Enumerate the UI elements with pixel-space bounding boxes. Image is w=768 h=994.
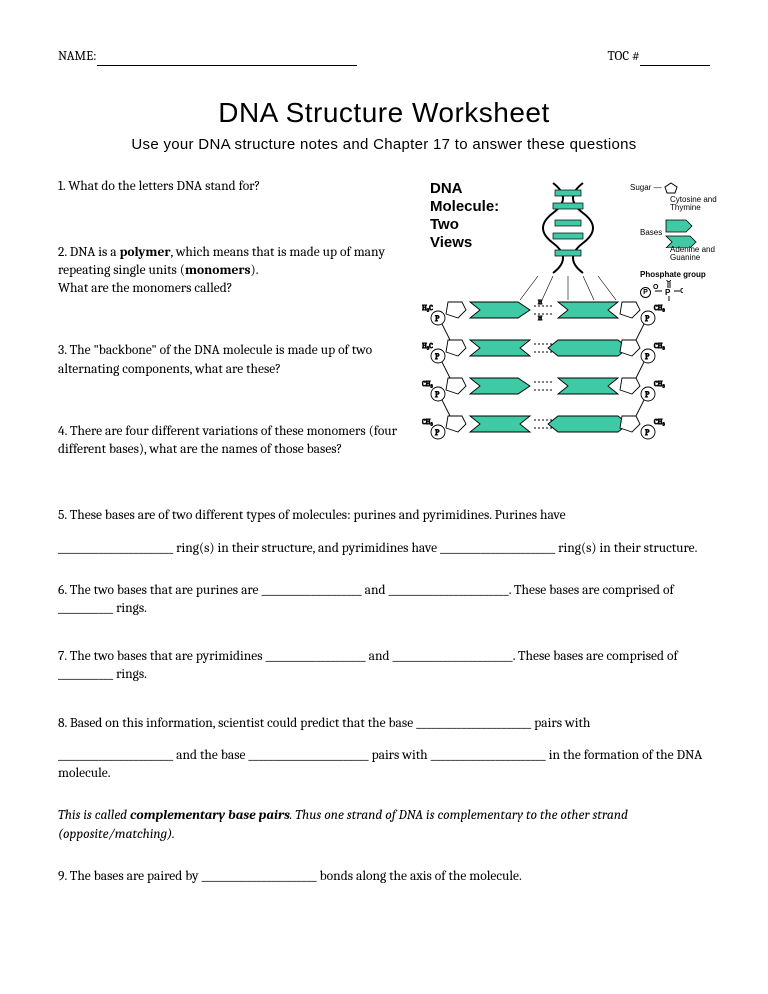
- name-label: NAME:: [58, 49, 97, 64]
- q5-line1: 5. These bases are of two different type…: [58, 507, 710, 525]
- q2-bold-polymer: polymer: [120, 245, 171, 260]
- svg-text:CH₃: CH₃: [422, 418, 434, 426]
- question-4: 4. There are four different variations o…: [58, 423, 416, 459]
- question-2: 2. DNA is a polymer, which means that is…: [58, 244, 416, 299]
- note-a: This is called: [58, 808, 130, 823]
- diagram-title: DNA Molecule: Two Views: [430, 180, 499, 252]
- toc-field[interactable]: TOC #: [607, 48, 710, 66]
- q8-line2: _______________________ and the base ___…: [58, 747, 710, 783]
- svg-text:H: H: [538, 315, 542, 322]
- complementary-note: This is called complementary base pairs.…: [58, 807, 710, 843]
- toc-label: TOC #: [607, 49, 640, 64]
- q2-text-f: What are the monomers called?: [58, 281, 232, 296]
- svg-text:CH₃: CH₃: [654, 380, 666, 388]
- question-6: 6. The two bases that are purines are __…: [58, 582, 710, 618]
- phosphate-label: Phosphate group: [640, 270, 706, 279]
- svg-text:P: P: [435, 352, 440, 361]
- svg-text:O: O: [666, 280, 672, 284]
- q2-bold-monomers: monomers: [185, 263, 251, 278]
- main-title: DNA Structure Worksheet: [58, 94, 710, 132]
- header-row: NAME: TOC #: [58, 48, 710, 66]
- diag-t1: DNA: [430, 180, 463, 197]
- svg-text:H₃C: H₃C: [422, 304, 433, 312]
- svg-text:P: P: [645, 428, 650, 437]
- svg-text:CH₃: CH₃: [422, 380, 434, 388]
- svg-text:CH₃: CH₃: [654, 418, 666, 426]
- bases-label: Bases: [640, 228, 662, 237]
- svg-text:P: P: [435, 314, 440, 323]
- svg-text:H: H: [538, 299, 542, 306]
- diag-t3: Two: [430, 216, 459, 233]
- question-5: 5. These bases are of two different type…: [58, 507, 710, 557]
- svg-text:P: P: [645, 352, 650, 361]
- svg-text:P: P: [645, 314, 650, 323]
- diag-t2: Molecule:: [430, 198, 499, 215]
- question-7: 7. The two bases that are pyrimidines __…: [58, 648, 710, 684]
- question-9: 9. The bases are paired by _____________…: [58, 868, 710, 886]
- helix-icon: [518, 178, 628, 303]
- name-blank[interactable]: [97, 65, 357, 66]
- left-column: 1. What do the letters DNA stand for? 2.…: [58, 178, 416, 480]
- note-b: complementary base pairs: [130, 808, 290, 823]
- toc-blank[interactable]: [640, 65, 710, 66]
- title-block: DNA Structure Worksheet Use your DNA str…: [58, 94, 710, 156]
- legend-cytosine-thymine: Cytosine and Thymine: [670, 196, 720, 214]
- diag-t4: Views: [430, 234, 472, 251]
- legend-adenine-guanine: Adenine and Guanine: [670, 246, 720, 264]
- upper-content: 1. What do the letters DNA stand for? 2.…: [58, 178, 710, 480]
- q2-text-e: ).: [251, 263, 259, 278]
- q2-text-a: 2. DNA is a: [58, 245, 120, 260]
- legend-bases: Bases: [640, 218, 698, 248]
- question-1: 1. What do the letters DNA stand for?: [58, 178, 416, 196]
- subtitle: Use your DNA structure notes and Chapter…: [58, 135, 710, 155]
- svg-text:CH₃: CH₃: [654, 342, 666, 350]
- svg-text:P: P: [435, 428, 440, 437]
- svg-text:H₃C: H₃C: [422, 342, 433, 350]
- svg-text:P: P: [645, 390, 650, 399]
- svg-text:CH₃: CH₃: [654, 304, 666, 312]
- name-field[interactable]: NAME:: [58, 48, 357, 66]
- q5-line2: _______________________ ring(s) in their…: [58, 540, 710, 558]
- dna-diagram: DNA Molecule: Two Views: [430, 178, 710, 468]
- legend-sugar: Sugar —: [630, 182, 678, 194]
- question-3: 3. The "backbone" of the DNA molecule is…: [58, 342, 416, 378]
- diagram-column: DNA Molecule: Two Views: [430, 178, 710, 480]
- sugar-label: Sugar: [630, 183, 651, 192]
- ladder-icon: P P H₃C CH₃ H H P: [422, 286, 712, 461]
- svg-text:P: P: [435, 390, 440, 399]
- question-8: 8. Based on this information, scientist …: [58, 715, 710, 784]
- q8-line1: 8. Based on this information, scientist …: [58, 715, 710, 733]
